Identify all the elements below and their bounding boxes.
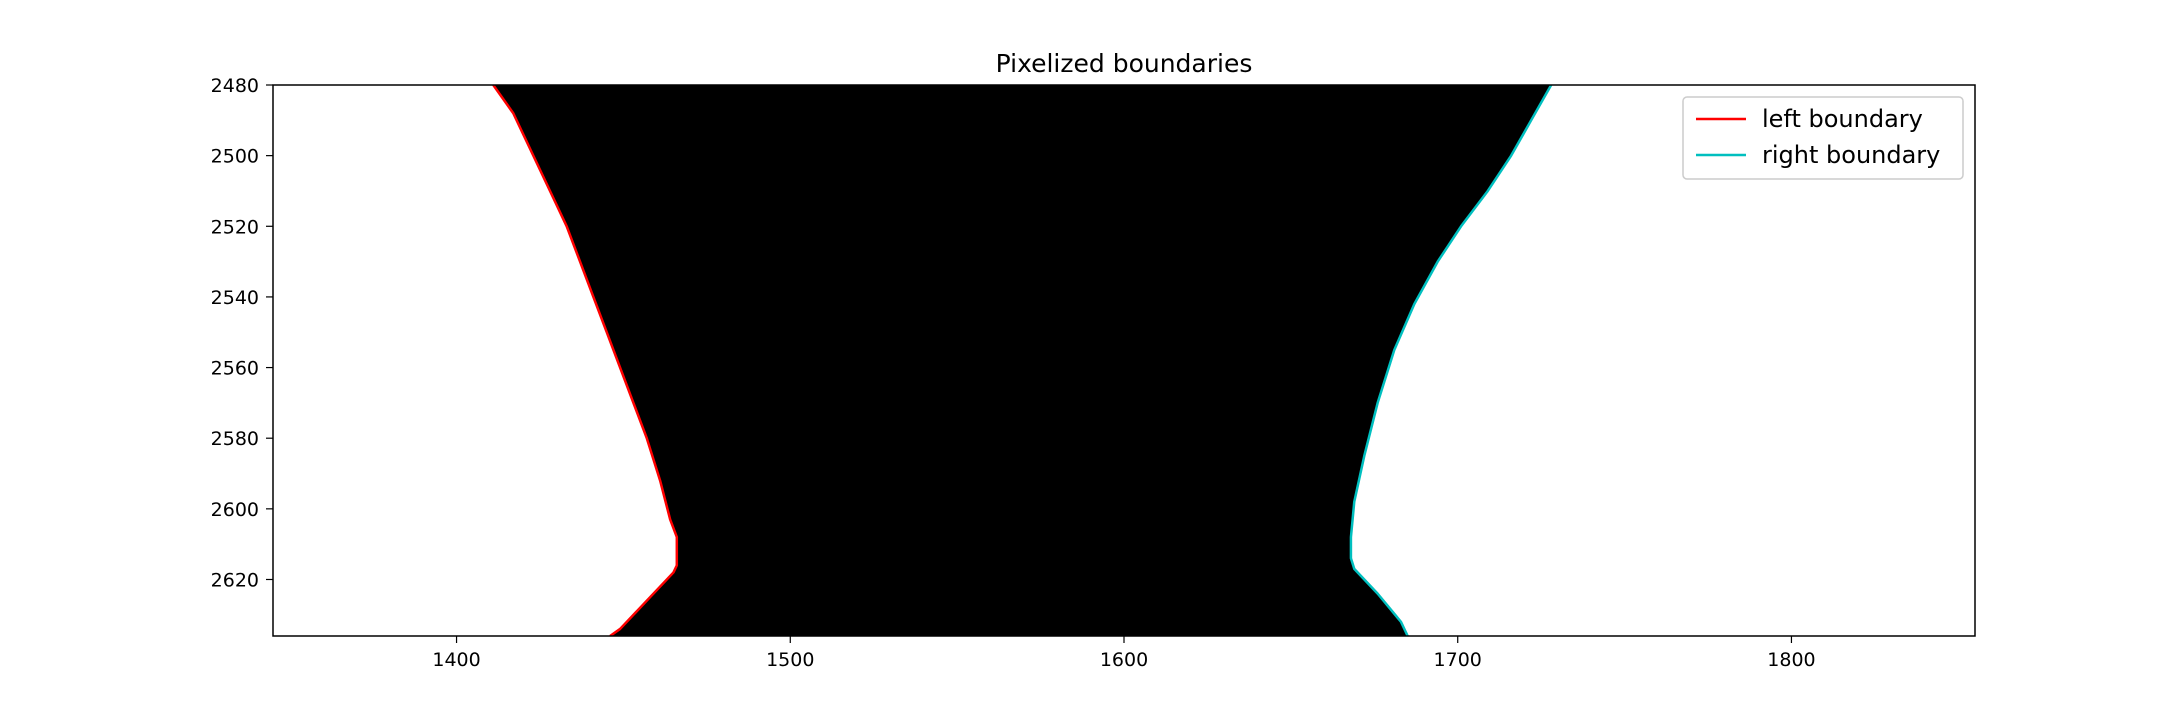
series-layer [492, 85, 1553, 636]
x-tick-label: 1800 [1767, 649, 1815, 671]
y-tick-label: 2620 [211, 569, 259, 591]
x-tick-label: 1700 [1434, 649, 1482, 671]
x-tick-label: 1600 [1100, 649, 1148, 671]
x-tick-label: 1500 [766, 649, 814, 671]
x-axis: 1400 1500 1600 1700 1800 [432, 636, 1816, 671]
x-tick-label: 1400 [432, 649, 480, 671]
legend: left boundary right boundary [1682, 96, 1964, 180]
legend-box [1682, 96, 1964, 180]
y-axis: 2480 2500 2520 2540 2560 2580 2600 2620 [211, 75, 273, 591]
y-tick-label: 2480 [211, 75, 259, 97]
right-boundary-line [1349, 85, 1553, 636]
y-tick-label: 2560 [211, 358, 259, 380]
y-tick-label: 2580 [211, 428, 259, 450]
y-tick-label: 2540 [211, 287, 259, 309]
y-tick-label: 2600 [211, 499, 259, 521]
mask-region [493, 85, 1552, 636]
chart-title: Pixelized boundaries [996, 49, 1253, 78]
y-tick-label: 2500 [211, 146, 259, 168]
left-boundary-line [492, 85, 679, 636]
legend-label-right-boundary: right boundary [1762, 141, 1940, 169]
legend-label-left-boundary: left boundary [1762, 105, 1923, 133]
y-tick-label: 2520 [211, 216, 259, 238]
